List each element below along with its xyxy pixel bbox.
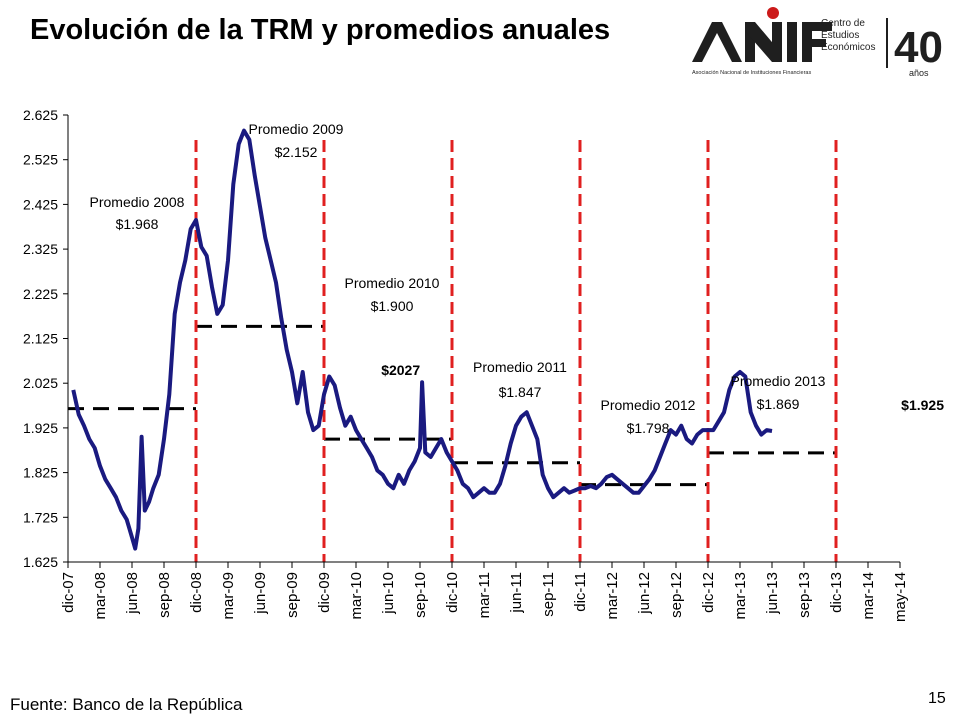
x-tick-label: sep-09: [284, 572, 301, 618]
logo-anniversary-word: años: [909, 68, 929, 78]
logo-dot-icon: [767, 7, 779, 19]
anif-wordmark: [692, 7, 832, 62]
average-label-title: Promedio 2013: [731, 373, 826, 389]
page-number: 15: [928, 690, 946, 707]
x-tick-label: dic-08: [188, 572, 205, 613]
x-tick-label: dic-07: [60, 572, 77, 613]
x-tick-label: mar-13: [732, 572, 749, 620]
annotation-last-value: $1.925: [901, 397, 944, 413]
y-tick-label: 2.125: [23, 331, 58, 347]
y-tick-label: 2.025: [23, 375, 58, 391]
logo-center-line3: Económicos: [821, 42, 875, 53]
anif-logo: Asociación Nacional de Instituciones Fin…: [692, 7, 943, 78]
x-tick-label: jun-10: [380, 572, 397, 615]
x-tick-label: sep-10: [412, 572, 429, 618]
x-tick-label: mar-14: [860, 572, 877, 620]
y-tick-label: 2.525: [23, 152, 58, 168]
x-tick-label: sep-11: [540, 572, 557, 617]
logo-center-line1: Centro de: [821, 18, 865, 29]
average-label-title: Promedio 2012: [601, 397, 696, 413]
y-tick-label: 1.725: [23, 509, 58, 525]
year-markers: [194, 140, 838, 562]
x-tick-label: sep-08: [156, 572, 173, 618]
y-tick-label: 1.825: [23, 465, 58, 481]
x-tick-label: jun-11: [508, 572, 525, 614]
average-label-title: Promedio 2010: [345, 275, 440, 291]
trm-line: [71, 128, 773, 551]
logo-center-line2: Estudios: [821, 30, 859, 41]
x-tick-label: dic-13: [828, 572, 845, 613]
x-tick-label: mar-09: [220, 572, 237, 620]
average-label-value: $2.152: [275, 144, 318, 160]
chart-title: Evolución de la TRM y promedios anuales: [30, 14, 611, 46]
y-tick-label: 2.425: [23, 196, 58, 212]
average-label-value: $1.900: [371, 298, 414, 314]
average-label-value: $1.847: [499, 384, 542, 400]
x-tick-label: mar-11: [476, 572, 493, 618]
x-tick-label: dic-12: [700, 572, 717, 613]
trm-line-chart: 1.625 1.725 1.825 1.925 2.025 2.125 2.225 2.325…: [23, 107, 945, 622]
x-tick-label: jun-09: [252, 572, 269, 615]
average-label-value: $1.798: [627, 420, 670, 436]
average-label-value: $1.968: [116, 216, 159, 232]
logo-divider: [886, 18, 888, 68]
x-tick-label: jun-13: [764, 572, 781, 615]
average-label-title: Promedio 2008: [90, 194, 185, 210]
chart-axes: 1.625 1.725 1.825 1.925 2.025 2.125 2.225 2.325…: [23, 107, 909, 622]
average-label-value: $1.869: [757, 396, 800, 412]
x-tick-label: sep-12: [668, 572, 685, 618]
y-tick-label: 1.925: [23, 420, 58, 436]
x-tick-label: mar-12: [604, 572, 621, 620]
y-tick-label: 1.625: [23, 554, 58, 570]
annotation-peak-2010: $2027: [381, 362, 420, 378]
chart-labels: Promedio 2008 $1.968 Promedio 2009 $2.152 Pr…: [90, 121, 945, 436]
y-tick-label: 2.625: [23, 107, 58, 123]
x-tick-label: may-14: [892, 572, 909, 622]
logo-tagline: Asociación Nacional de Instituciones Fin…: [692, 70, 811, 76]
y-tick-label: 2.325: [23, 241, 58, 257]
source-note: Fuente: Banco de la República: [10, 695, 243, 714]
x-tick-label: mar-08: [92, 572, 109, 620]
x-tick-label: mar-10: [348, 572, 365, 620]
x-tick-label: dic-11: [572, 572, 589, 612]
trm-series: [71, 128, 773, 551]
x-tick-label: jun-12: [636, 572, 653, 615]
x-tick-label: dic-09: [316, 572, 333, 613]
x-tick-label: dic-10: [444, 572, 461, 613]
average-label-title: Promedio 2011: [473, 359, 567, 375]
x-tick-label: sep-13: [796, 572, 813, 618]
y-tick-label: 2.225: [23, 286, 58, 302]
x-tick-label: jun-08: [124, 572, 141, 615]
logo-anniversary-number: 40: [894, 23, 943, 72]
average-label-title: Promedio 2009: [249, 121, 344, 137]
